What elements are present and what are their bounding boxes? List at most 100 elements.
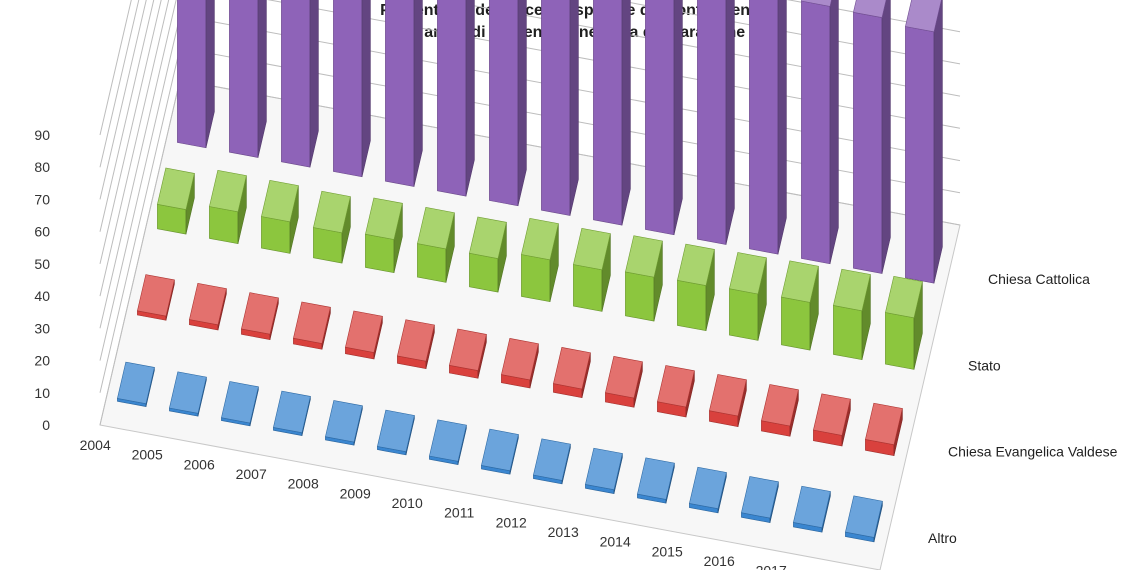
bar-front bbox=[281, 0, 311, 168]
bar bbox=[573, 227, 611, 312]
bar bbox=[853, 0, 891, 274]
bar-side bbox=[309, 0, 319, 168]
bar-top bbox=[397, 319, 435, 362]
bar-top bbox=[221, 381, 259, 424]
bar-top bbox=[417, 206, 455, 250]
bar-top bbox=[845, 495, 883, 538]
bar-front bbox=[177, 0, 207, 149]
series-label: Altro bbox=[928, 530, 957, 546]
bar-top bbox=[521, 217, 559, 261]
x-tick-label: 2007 bbox=[236, 466, 267, 482]
bar bbox=[729, 252, 767, 341]
y-tick-label: 40 bbox=[34, 288, 50, 304]
x-tick-label: 2014 bbox=[600, 534, 631, 550]
series-label: Chiesa Cattolica bbox=[988, 271, 1090, 287]
y-tick-label: 0 bbox=[42, 417, 50, 433]
bar-top bbox=[813, 393, 851, 436]
bar-side bbox=[933, 0, 943, 284]
series-labels: Chiesa Cattolica Stato Chiesa Evangelica V… bbox=[928, 271, 1118, 546]
bar bbox=[261, 179, 299, 254]
y-axis: 0 10 20 30 40 50 60 70 80 90 bbox=[34, 127, 50, 433]
bar-front bbox=[593, 0, 623, 226]
series-altro bbox=[117, 361, 883, 543]
bar bbox=[449, 328, 487, 379]
bar bbox=[605, 356, 643, 408]
bar-top bbox=[429, 419, 467, 462]
bar-front bbox=[489, 0, 519, 207]
bar-top bbox=[793, 485, 831, 529]
bar-top bbox=[261, 179, 299, 223]
bar-front bbox=[437, 0, 467, 197]
bar-top bbox=[761, 384, 799, 427]
bar-top bbox=[905, 0, 942, 33]
bar-side bbox=[569, 0, 579, 216]
bar-front bbox=[697, 0, 727, 245]
bar-front bbox=[313, 227, 343, 264]
bar bbox=[741, 476, 779, 523]
bar bbox=[229, 0, 267, 158]
bar bbox=[585, 447, 623, 494]
bar bbox=[657, 365, 695, 418]
bar bbox=[157, 167, 195, 235]
bar bbox=[241, 292, 279, 341]
x-tick-label: 2016 bbox=[704, 553, 735, 569]
bar bbox=[645, 0, 683, 236]
series-chiesa-cattolica bbox=[177, 0, 943, 284]
y-tick-label: 80 bbox=[34, 159, 50, 175]
x-tick-label: 2012 bbox=[496, 514, 527, 530]
bar-side bbox=[361, 0, 371, 177]
bar-top bbox=[573, 227, 611, 271]
bar-top bbox=[293, 301, 331, 344]
gridline bbox=[99, 0, 140, 168]
bar-top bbox=[169, 371, 207, 414]
bar-top bbox=[833, 268, 871, 312]
bar bbox=[377, 409, 415, 456]
x-axis: 2004 2005 2006 2007 2008 2009 2010 2011 2012 2013… bbox=[80, 437, 787, 570]
bar-front bbox=[905, 26, 935, 284]
bar-side bbox=[881, 0, 891, 274]
bar-top bbox=[157, 167, 195, 210]
bar-side bbox=[777, 0, 787, 255]
bar-top bbox=[533, 438, 571, 481]
bar bbox=[813, 393, 851, 447]
bar-top bbox=[885, 275, 923, 319]
x-tick-label: 2009 bbox=[340, 485, 371, 501]
bar-top bbox=[585, 447, 623, 491]
bar bbox=[385, 0, 423, 187]
bar-top bbox=[625, 235, 663, 278]
gridline bbox=[99, 0, 961, 232]
bar bbox=[333, 0, 371, 178]
bar bbox=[325, 400, 363, 446]
bar-front bbox=[781, 296, 811, 351]
bar-front bbox=[833, 305, 863, 361]
bar bbox=[137, 274, 175, 321]
bar-side bbox=[621, 0, 631, 226]
bar bbox=[905, 0, 943, 284]
bar bbox=[541, 0, 579, 216]
x-tick-label: 2005 bbox=[132, 447, 163, 463]
bar-front bbox=[261, 216, 291, 254]
bar bbox=[593, 0, 631, 226]
bar bbox=[781, 260, 819, 351]
bar bbox=[365, 197, 403, 274]
bar-top bbox=[709, 374, 747, 417]
bar-top bbox=[481, 428, 519, 472]
bar-top bbox=[689, 466, 727, 510]
y-tick-label: 30 bbox=[34, 320, 50, 336]
bar-top bbox=[677, 243, 715, 286]
bar bbox=[521, 217, 559, 303]
bar-front bbox=[541, 0, 571, 216]
bar-side bbox=[465, 0, 475, 197]
bar-front bbox=[333, 0, 363, 178]
bar-top bbox=[137, 274, 175, 317]
bar bbox=[865, 402, 903, 457]
bar bbox=[169, 371, 207, 417]
bar-top bbox=[241, 292, 279, 335]
bar-front bbox=[853, 11, 883, 274]
bar-top bbox=[325, 400, 363, 443]
bar bbox=[417, 206, 455, 283]
x-tick-label: 2013 bbox=[548, 524, 579, 540]
bar-front bbox=[749, 0, 779, 255]
bar-top bbox=[605, 356, 643, 399]
bar-top bbox=[501, 338, 539, 381]
